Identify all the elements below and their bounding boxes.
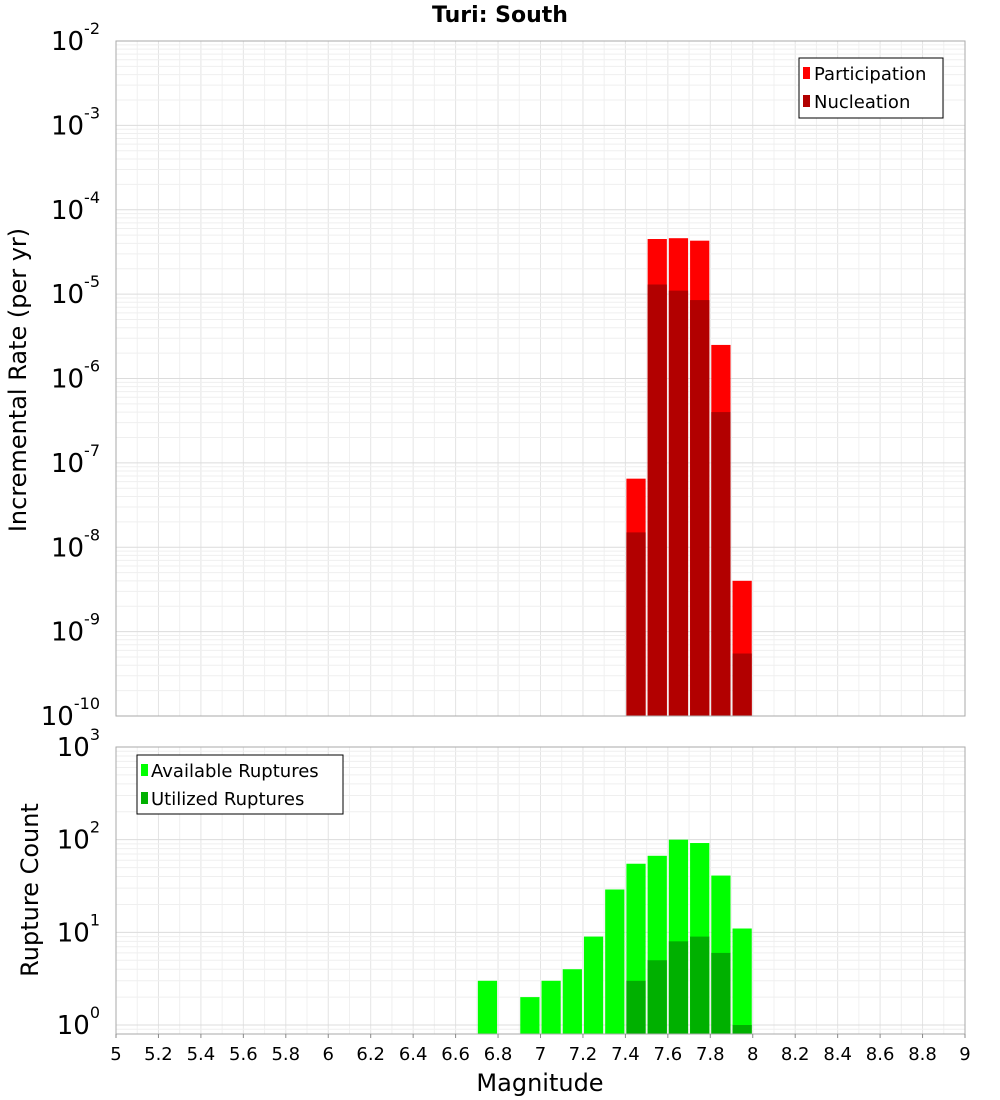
bar-utilized-ruptures — [690, 936, 710, 1034]
bar-utilized-ruptures — [711, 952, 731, 1034]
bar-nucleation — [668, 290, 689, 716]
x-tick-label: 6.2 — [356, 1044, 385, 1065]
bar-available-ruptures — [605, 889, 625, 1034]
bar-available-ruptures — [732, 928, 752, 1034]
x-tick-label: 7.8 — [696, 1044, 725, 1065]
magnitude-x-axis-label: Magnitude — [476, 1069, 603, 1097]
x-tick-label: 6.8 — [484, 1044, 513, 1065]
count-legend: Available Ruptures Utilized Ruptures — [136, 754, 344, 815]
x-tick-label: 6 — [323, 1044, 334, 1065]
y-tick-label: 10-9 — [51, 610, 100, 648]
bar-utilized-ruptures — [668, 941, 689, 1034]
y-tick-label: 103 — [57, 725, 100, 763]
chart-title: Turi: South — [432, 3, 568, 28]
available-legend-swatch — [141, 764, 148, 776]
x-tick-label: 9 — [959, 1044, 970, 1065]
rate-plot-border — [115, 40, 966, 717]
y-tick-label: 10-3 — [51, 103, 100, 141]
bar-nucleation — [732, 653, 752, 716]
y-tick-label: 10-10 — [41, 694, 100, 732]
count-panel: 100 101 102 103 5 5.2 5.4 5.6 5.8 6 6.2 6.4 6.6 6.8 7… — [16, 725, 971, 1097]
x-tick-label: 7.2 — [569, 1044, 598, 1065]
bar-nucleation — [711, 412, 731, 716]
utilized-legend-swatch — [141, 792, 148, 804]
bar-utilized-ruptures — [647, 960, 667, 1034]
count-bars — [477, 839, 752, 1034]
rate-legend-box — [798, 57, 944, 119]
y-tick-label: 10-7 — [51, 441, 100, 479]
rate-y-axis-label: Incremental Rate (per yr) — [4, 228, 32, 532]
nucleation-legend-swatch — [803, 95, 810, 107]
bar-nucleation — [626, 532, 646, 716]
bar-utilized-ruptures — [626, 980, 646, 1034]
bar-available-ruptures — [520, 997, 540, 1034]
x-tick-label: 6.6 — [441, 1044, 470, 1065]
x-tick-label: 5.2 — [144, 1044, 173, 1065]
x-tick-label: 5 — [110, 1044, 121, 1065]
x-tick-label: 8.8 — [908, 1044, 937, 1065]
nucleation-legend-label: Nucleation — [814, 92, 910, 113]
x-tick-label: 8.2 — [781, 1044, 810, 1065]
bar-nucleation — [647, 284, 667, 716]
y-tick-label: 102 — [57, 818, 100, 856]
participation-legend-swatch — [803, 67, 810, 79]
rate-panel: 10-10 10-9 10-8 10-7 10-6 10-5 10-4 10-3 10-2 In… — [4, 19, 966, 732]
x-tick-label: 7 — [535, 1044, 546, 1065]
y-tick-label: 100 — [57, 1003, 100, 1041]
y-tick-label: 10-8 — [51, 525, 100, 563]
available-legend-label: Available Ruptures — [151, 761, 319, 782]
x-tick-label: 8 — [747, 1044, 758, 1065]
y-tick-label: 10-4 — [51, 188, 100, 226]
count-y-ticks: 100 101 102 103 — [57, 725, 100, 1041]
count-y-axis-label: Rupture Count — [16, 803, 44, 977]
x-tick-label: 8.6 — [866, 1044, 895, 1065]
magnitude-x-ticks: 5 5.2 5.4 5.6 5.8 6 6.2 6.4 6.6 6.8 7 7.2 7.4 7.6 7.8 8… — [110, 1034, 971, 1065]
rate-y-ticks: 10-10 10-9 10-8 10-7 10-6 10-5 10-4 10-3 10-2 — [41, 19, 100, 732]
rate-grid — [115, 41, 966, 717]
x-tick-label: 7.4 — [611, 1044, 640, 1065]
utilized-legend-label: Utilized Ruptures — [151, 789, 304, 810]
rate-bars — [626, 238, 752, 717]
count-legend-box — [136, 754, 344, 815]
bar-utilized-ruptures — [732, 1025, 752, 1034]
bar-available-ruptures — [562, 969, 582, 1034]
bar-available-ruptures — [541, 980, 561, 1034]
y-tick-label: 101 — [57, 910, 100, 948]
x-tick-label: 5.8 — [271, 1044, 300, 1065]
x-tick-label: 5.4 — [187, 1044, 216, 1065]
participation-legend-label: Participation — [814, 64, 926, 85]
x-tick-label: 7.6 — [654, 1044, 683, 1065]
bar-available-ruptures — [583, 936, 604, 1034]
x-tick-label: 5.6 — [229, 1044, 258, 1065]
y-tick-label: 10-5 — [51, 272, 100, 310]
y-tick-label: 10-6 — [51, 357, 100, 395]
y-tick-label: 10-2 — [51, 19, 100, 57]
x-tick-label: 8.4 — [823, 1044, 852, 1065]
bar-nucleation — [690, 300, 710, 716]
x-tick-label: 6.4 — [399, 1044, 428, 1065]
rate-legend: Participation Nucleation — [798, 57, 944, 119]
bar-available-ruptures — [477, 980, 498, 1034]
